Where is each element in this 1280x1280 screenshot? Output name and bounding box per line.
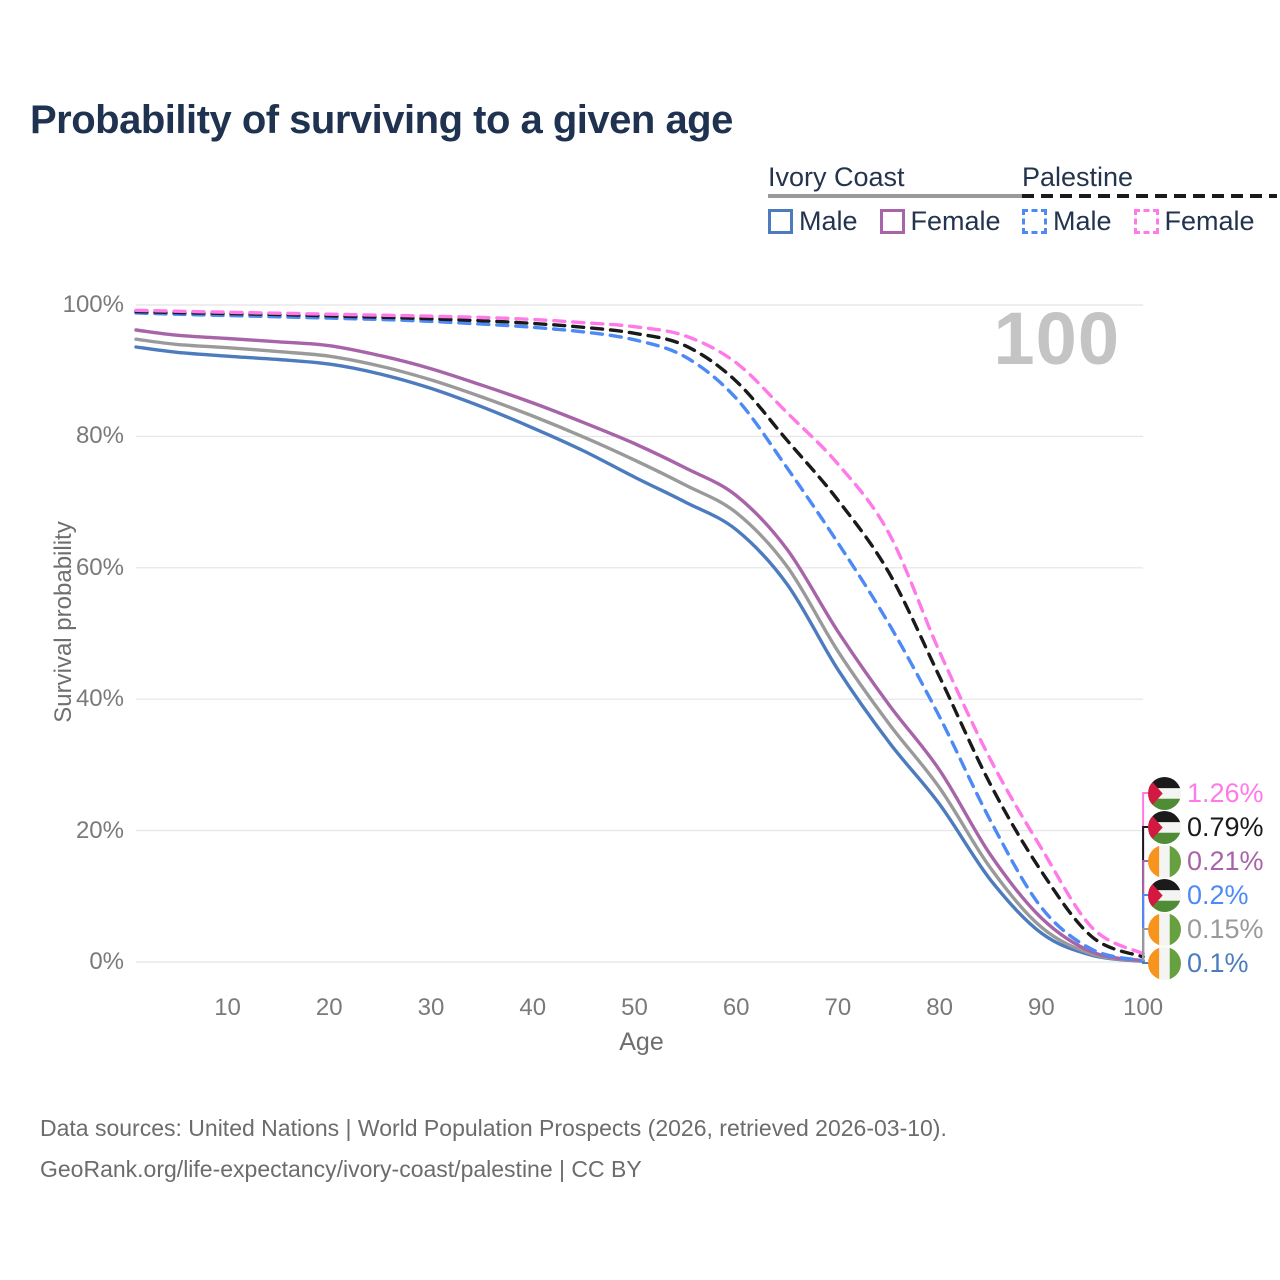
end-label-ivory-coast-male: 0.1% — [1148, 946, 1249, 980]
legend-checkbox-ivory-coast-male[interactable] — [768, 209, 793, 234]
legend-item-ivory-coast-male[interactable]: Male — [768, 206, 858, 237]
palestine-flag-icon — [1148, 810, 1181, 844]
y-tick-label: 80% — [75, 422, 124, 450]
legend-underline-dashed — [1022, 194, 1277, 198]
legend-group-title: Palestine — [1022, 162, 1134, 192]
x-axis-title: Age — [619, 1028, 664, 1056]
x-tick-label: 70 — [824, 994, 852, 1021]
legend-item-palestine-female[interactable]: Female — [1133, 206, 1255, 237]
legend-group-title: Ivory Coast — [768, 162, 905, 192]
x-tick-label: 20 — [315, 994, 343, 1021]
y-tick-label: 0% — [89, 948, 124, 975]
legend-group-ivory-coast: Ivory Coast Male Female — [768, 162, 1023, 237]
end-label-value: 0.1% — [1187, 947, 1249, 978]
y-tick-label: 100% — [62, 291, 124, 318]
end-label-value: 0.2% — [1187, 879, 1249, 910]
y-tick-label: 20% — [75, 816, 124, 844]
y-tick-label: 60% — [75, 553, 124, 581]
series-line-ivory-coast-total — [134, 337, 1145, 963]
x-tick-label: 90 — [1028, 994, 1055, 1021]
x-tick-label: 40 — [519, 994, 547, 1021]
end-label-palestine-male: 0.2% — [1148, 878, 1249, 912]
end-label-ivory-coast-female: 0.21% — [1148, 844, 1264, 878]
legend-row: Male Female — [768, 206, 1023, 237]
legend-checkbox-palestine-female[interactable] — [1133, 209, 1159, 234]
ivory-coast-flag-icon — [1148, 946, 1181, 980]
x-tick-label: 30 — [417, 994, 445, 1021]
x-tick-label: 10 — [214, 994, 241, 1021]
legend-underline-solid — [768, 194, 1023, 198]
palestine-flag-icon — [1148, 878, 1181, 912]
end-label-value: 0.15% — [1187, 913, 1264, 944]
series-line-ivory-coast-female — [134, 328, 1145, 963]
x-tick-label: 80 — [926, 994, 953, 1021]
x-tick-label: 100 — [1123, 994, 1164, 1021]
end-label-palestine-female: 1.26% — [1148, 776, 1264, 810]
palestine-flag-icon — [1148, 776, 1181, 810]
legend-item-label: Male — [799, 206, 858, 236]
end-label-ivory-coast-total: 0.15% — [1148, 912, 1264, 946]
legend-checkbox-ivory-coast-female[interactable] — [879, 209, 905, 234]
legend-checkbox-palestine-male[interactable] — [1022, 209, 1047, 234]
legend-item-palestine-male[interactable]: Male — [1022, 206, 1112, 237]
end-label-value: 1.26% — [1187, 777, 1264, 808]
series-line-ivory-coast-male — [134, 345, 1145, 963]
x-tick-label: 50 — [621, 994, 648, 1021]
x-tick-label: 60 — [722, 994, 750, 1021]
legend-item-ivory-coast-female[interactable]: Female — [879, 206, 1001, 237]
end-label-connector — [1142, 961, 1150, 964]
footer-attribution: GeoRank.org/life-expectancy/ivory-coast/… — [40, 1156, 642, 1182]
end-label-palestine-total: 0.79% — [1148, 810, 1264, 844]
end-label-connector — [1142, 928, 1150, 961]
footer-data-sources: Data sources: United Nations | World Pop… — [40, 1115, 947, 1141]
series-line-palestine-male — [134, 311, 1145, 963]
ivory-coast-flag-icon — [1148, 912, 1181, 946]
end-label-value: 0.21% — [1187, 845, 1264, 876]
footer: Data sources: United Nations | World Pop… — [40, 1108, 947, 1190]
series-line-palestine-female — [134, 308, 1145, 956]
legend-item-label: Female — [910, 206, 1001, 236]
legend-group-palestine: Palestine Male Female — [1022, 162, 1277, 237]
y-tick-label: 40% — [75, 685, 124, 713]
end-label-value: 0.79% — [1187, 811, 1264, 842]
legend-row: Male Female — [1022, 206, 1277, 237]
age-counter-watermark: 100 — [993, 297, 1120, 380]
legend-item-label: Male — [1053, 206, 1112, 236]
legend-item-label: Female — [1164, 206, 1255, 236]
ivory-coast-flag-icon — [1148, 844, 1181, 878]
page-title: Probability of surviving to a given age — [30, 98, 733, 142]
